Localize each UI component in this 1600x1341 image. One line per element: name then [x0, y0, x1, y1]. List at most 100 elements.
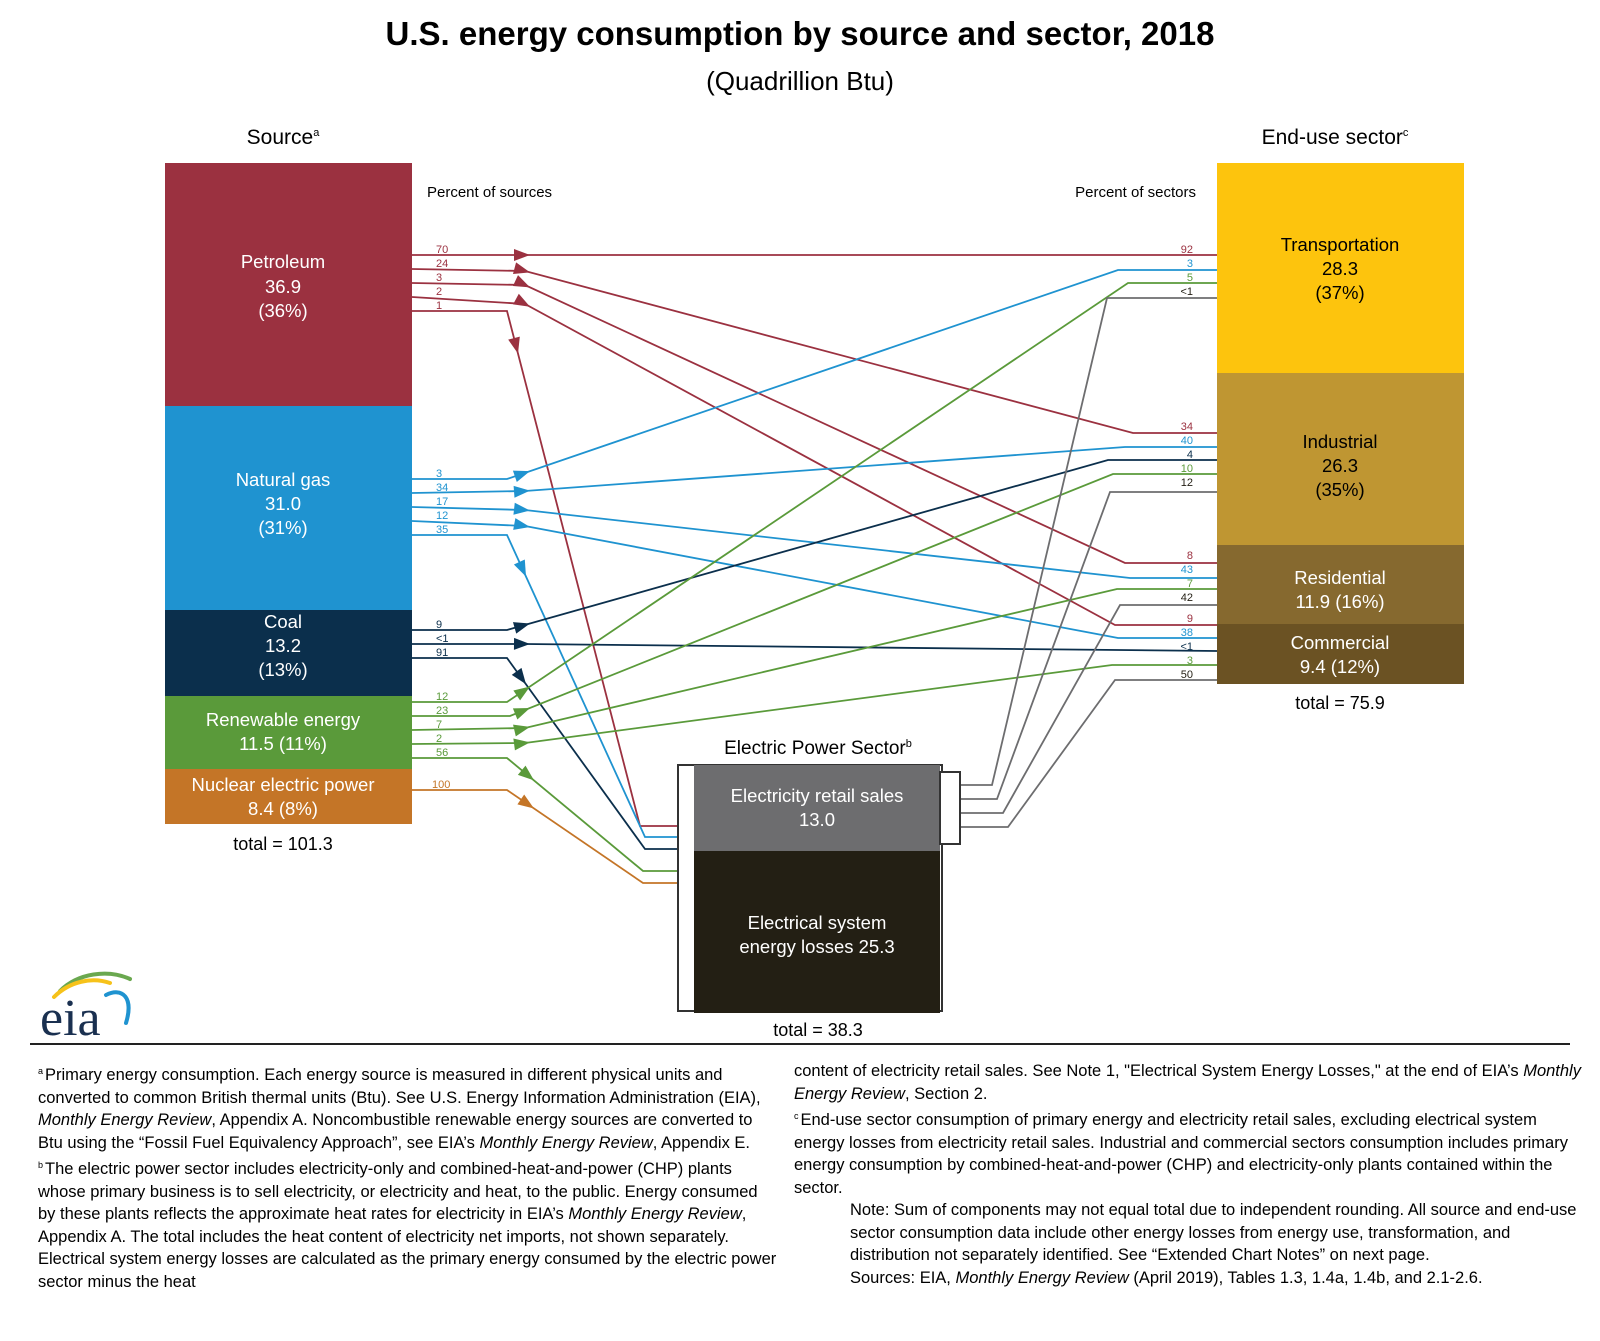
- sector-block-residential: [1217, 545, 1464, 624]
- retail-side-bracket: [939, 771, 961, 845]
- arrowhead-petroleum-electric: [508, 336, 520, 354]
- chart-subtitle: (Quadrillion Btu): [706, 66, 894, 96]
- flow-label-petroleum-industrial: 24: [436, 258, 448, 270]
- flow-label-renewable-industrial: 23: [436, 705, 448, 717]
- natural-gas-value: 31.0: [265, 493, 301, 514]
- natural-gas-pct: (31%): [258, 517, 307, 538]
- sources-heading: Sourcea: [247, 126, 321, 149]
- sector-label-industrial-electric: 12: [1181, 477, 1193, 489]
- retail-sales-value: 13.0: [799, 809, 835, 830]
- industrial-value: 26.3: [1322, 455, 1358, 476]
- logo-swoosh-yellow: [52, 978, 112, 999]
- flow-petroleum-electric: [412, 310, 678, 827]
- flow-renewable-transportation: [412, 282, 1217, 703]
- flow-label-coal-electric: 91: [436, 647, 448, 659]
- footnote-c: c End-use sector consumption of primary e…: [794, 1111, 1568, 1197]
- sector-percent-labels: 92 3 5 <1 34 40 4 10 12 8 43 7 42 9 38 <…: [1180, 244, 1193, 681]
- coal-value: 13.2: [265, 635, 301, 656]
- sources-total: total = 101.3: [233, 834, 333, 854]
- losses-line-2: energy losses 25.3: [739, 936, 894, 957]
- source-block-petroleum: [165, 163, 412, 406]
- footnotes-left-column: a Primary energy consumption. Each energy…: [38, 1060, 778, 1293]
- note-rounding: Note: Sum of components may not equal to…: [850, 1201, 1577, 1264]
- electric-heading: Electric Power Sectorb: [724, 738, 912, 759]
- arrowhead-renewable-industrial: [512, 707, 530, 720]
- source-block-natural-gas: [165, 406, 412, 610]
- flow-label-gas-commercial: 12: [436, 510, 448, 522]
- source-percent-labels: 70 24 3 2 1 3 34 17 12 35 9 <1 91 12 23 …: [432, 244, 450, 791]
- arrowhead-petroleum-commercial: [513, 293, 530, 307]
- flow-petroleum-commercial: [411, 296, 1217, 626]
- flow-gas-commercial: [411, 520, 1217, 639]
- flow-label-coal-commercial: <1: [436, 633, 449, 645]
- sector-label-residential-petroleum: 8: [1187, 550, 1193, 562]
- sector-label-residential-renewable: 7: [1187, 578, 1193, 590]
- petroleum-pct: (36%): [258, 300, 307, 321]
- petroleum-value: 36.9: [265, 276, 301, 297]
- source-block-nuclear: [165, 769, 412, 824]
- flow-gas-transportation: [412, 269, 1217, 480]
- arrowhead-gas-industrial: [513, 485, 530, 498]
- arrowhead-coal-electric: [511, 667, 526, 685]
- residential-value: 11.9 (16%): [1295, 591, 1384, 612]
- flow-label-renewable-transport: 12: [436, 691, 448, 703]
- flow-gas-residential: [411, 506, 1217, 579]
- logo-swoosh-blue: [104, 990, 131, 1025]
- logo-text: eia: [40, 990, 101, 1040]
- nuclear-value: 8.4 (8%): [248, 798, 318, 819]
- flow-label-petroleum-commercial: 2: [436, 286, 442, 298]
- sector-block-industrial: [1217, 373, 1464, 545]
- footnote-rule: [30, 1043, 1570, 1045]
- flow-renewable-residential: [411, 588, 1217, 731]
- percent-of-sectors-label: Percent of sectors: [1075, 184, 1196, 201]
- sector-block-transportation: [1217, 163, 1464, 373]
- flow-label-coal-industrial: 9: [436, 619, 442, 631]
- flow-electric-transportation: [960, 297, 1217, 786]
- retail-sales-block: [694, 765, 940, 851]
- coal-name: Coal: [264, 611, 302, 632]
- sector-label-transport-petroleum: 92: [1181, 244, 1193, 256]
- sector-label-commercial-coal: <1: [1180, 641, 1193, 653]
- petroleum-name: Petroleum: [241, 251, 325, 272]
- arrowhead-petroleum-transportation: [514, 249, 530, 261]
- transportation-pct: (37%): [1315, 282, 1364, 303]
- flow-gas-electric: [412, 534, 678, 838]
- sector-label-commercial-petroleum: 9: [1187, 613, 1193, 625]
- sector-block-commercial: [1217, 624, 1464, 684]
- flow-label-petroleum-residential: 3: [436, 272, 442, 284]
- sector-label-industrial-coal: 4: [1187, 449, 1193, 461]
- flow-electric-industrial: [960, 491, 1217, 800]
- arrowhead-renewable-transportation: [513, 686, 530, 701]
- sectors-total: total = 75.9: [1295, 693, 1385, 713]
- sector-label-transport-gas: 3: [1187, 258, 1193, 270]
- flow-label-gas-industrial: 34: [436, 482, 448, 494]
- coal-pct: (13%): [258, 659, 307, 680]
- footnotes-right-column: content of electricity retail sales. See…: [794, 1060, 1584, 1289]
- arrowhead-petroleum-residential: [512, 275, 530, 288]
- source-block-coal: [165, 610, 412, 696]
- flow-label-gas-residential: 17: [436, 496, 448, 508]
- footnote-b-continued: content of electricity retail sales. See…: [794, 1062, 1581, 1103]
- sector-label-transport-renewable: 5: [1187, 272, 1193, 284]
- renewable-name: Renewable energy: [206, 709, 361, 730]
- retail-sales-name: Electricity retail sales: [731, 785, 904, 806]
- sector-label-transport-electric: <1: [1180, 286, 1193, 298]
- eia-logo: eia: [40, 971, 132, 1040]
- arrowhead-gas-transportation: [512, 470, 530, 482]
- arrowhead-nuclear-electric: [517, 794, 534, 809]
- residential-name: Residential: [1294, 567, 1386, 588]
- footnote-a: a Primary energy consumption. Each energy…: [38, 1066, 761, 1152]
- arrowhead-renewable-residential: [513, 724, 530, 737]
- flow-electric-residential: [960, 604, 1217, 814]
- percent-of-sources-label: Percent of sources: [427, 184, 552, 201]
- flow-electric-commercial: [960, 679, 1217, 828]
- flow-petroleum-residential: [411, 282, 1217, 564]
- flow-renewable-electric: [412, 757, 678, 872]
- flow-coal-electric: [412, 657, 678, 850]
- industrial-pct: (35%): [1315, 479, 1364, 500]
- arrowhead-gas-residential: [513, 502, 530, 515]
- nuclear-name: Nuclear electric power: [191, 774, 374, 795]
- source-block-renewable: [165, 696, 412, 769]
- losses-block: [694, 851, 940, 1013]
- arrowhead-renewable-electric: [517, 765, 534, 781]
